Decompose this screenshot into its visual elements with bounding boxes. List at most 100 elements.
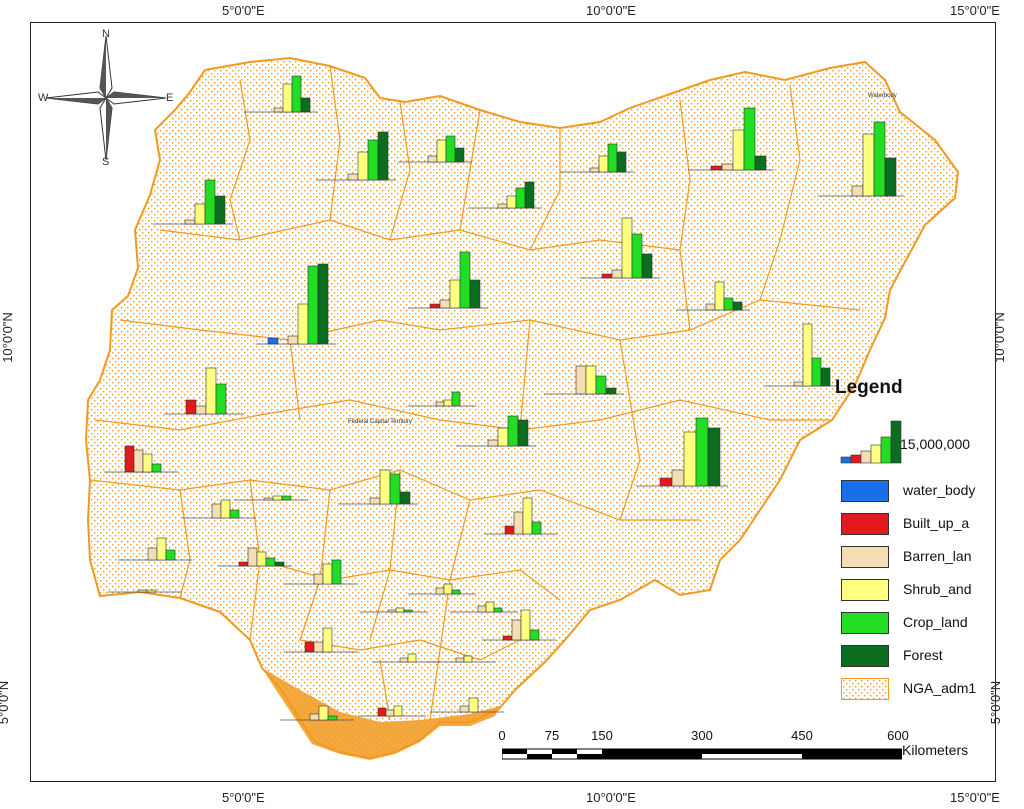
chart-bar: [671, 469, 685, 487]
chart-bar: [707, 427, 721, 487]
chart-bar: [263, 497, 274, 501]
map-label-waterbody: Waterbody: [868, 93, 897, 99]
chart-bar: [811, 357, 822, 387]
state-land-use-chart: [360, 607, 428, 613]
chart-bar: [884, 157, 897, 197]
legend-swatch: [841, 678, 889, 700]
legend: Legend water_body Built_up_a Barren_lan …: [835, 375, 1005, 720]
legend-total-value: 15,000,000: [900, 436, 971, 452]
coastline-delta: [262, 668, 500, 760]
chart-bar: [439, 299, 451, 309]
chart-bar: [497, 427, 509, 447]
chart-bar: [601, 273, 613, 279]
legend-swatch: [841, 645, 889, 667]
chart-bar: [194, 203, 206, 225]
chart-bar: [318, 705, 329, 721]
graticule-top-15e: 15°0'0"E: [950, 3, 1000, 18]
chart-bar: [327, 715, 338, 721]
chart-bar: [291, 75, 302, 113]
chart-bar: [147, 547, 158, 561]
legend-label: Built_up_a: [903, 515, 970, 531]
legend-swatch: [841, 513, 889, 535]
chart-bar: [820, 367, 831, 387]
legend-swatch: [841, 612, 889, 634]
chart-bar: [403, 609, 413, 613]
scale-tick-label: 600: [887, 728, 909, 743]
chart-bar: [211, 503, 222, 519]
chart-bar: [502, 635, 513, 641]
legend-item-crop: Crop_land: [841, 611, 1001, 635]
chart-bar: [851, 185, 864, 197]
chart-bar: [427, 155, 438, 163]
chart-bar: [732, 301, 743, 311]
chart-bar: [435, 587, 445, 595]
chart-bar: [297, 303, 309, 345]
legend-label: Shrub_and: [903, 581, 972, 597]
chart-bar: [605, 387, 617, 395]
state-land-use-chart: [182, 499, 256, 519]
state-land-use-chart: [108, 589, 182, 593]
graticule-bottom-15e: 15°0'0"E: [950, 790, 1000, 805]
chart-bar: [507, 415, 519, 447]
chart-bar: [331, 559, 342, 585]
chart-bar: [455, 657, 465, 663]
legend-item-built-up: Built_up_a: [841, 512, 1001, 536]
chart-bar: [524, 181, 535, 209]
state-land-use-chart: [280, 705, 354, 721]
chart-bar: [598, 155, 609, 173]
chart-bar: [142, 453, 153, 473]
state-land-use-chart: [764, 323, 838, 387]
legend-swatch: [841, 579, 889, 601]
chart-bar: [436, 139, 447, 163]
chart-bar: [124, 445, 135, 473]
chart-bar: [395, 607, 405, 613]
chart-bar: [575, 365, 587, 395]
chart-bar: [389, 473, 401, 505]
chart-bar: [513, 511, 524, 535]
chart-bar: [347, 173, 359, 181]
chart-bar: [393, 705, 403, 717]
chart-bar: [322, 627, 333, 653]
graticule-top-5e: 5°0'0"E: [222, 3, 265, 18]
scale-bar-graphic: [502, 748, 902, 760]
chart-bar: [357, 151, 369, 181]
state-land-use-chart: [408, 251, 488, 309]
state-land-use-chart: [164, 367, 244, 415]
chart-bar: [133, 449, 144, 473]
state-land-use-chart: [580, 217, 660, 279]
chart-bar: [793, 381, 804, 387]
state-land-use-chart: [428, 655, 496, 663]
chart-bar: [313, 573, 324, 585]
chart-bar: [589, 167, 600, 173]
chart-bar: [267, 337, 279, 345]
legend-title: Legend: [835, 377, 903, 398]
chart-bar: [300, 97, 311, 113]
chart-bar: [272, 495, 283, 501]
chart-bar: [616, 151, 627, 173]
chart-bar: [165, 549, 176, 561]
state-land-use-chart: [398, 135, 472, 163]
chart-bar: [754, 155, 767, 171]
legend-label: Barren_lan: [903, 548, 972, 564]
scale-tick-label: 450: [791, 728, 813, 743]
scale-tick-label: 0: [498, 728, 506, 743]
state-land-use-chart: [358, 705, 426, 717]
state-land-use-chart: [430, 697, 504, 713]
chart-bar: [399, 491, 411, 505]
chart-bar: [714, 281, 725, 311]
chart-bar: [451, 589, 461, 595]
chart-bar: [683, 431, 697, 487]
map-label-fct: Federal Capital Territory: [348, 419, 412, 425]
west-label: W: [38, 92, 49, 104]
chart-bar: [322, 563, 333, 585]
chart-bar: [215, 383, 227, 415]
chart-bar: [477, 605, 487, 613]
chart-bar: [443, 583, 453, 595]
chart-bar: [313, 641, 324, 653]
chart-bar: [695, 417, 709, 487]
chart-bar: [195, 405, 207, 415]
chart-bar: [377, 707, 387, 717]
north-label: N: [102, 28, 110, 40]
state-land-use-chart: [676, 281, 750, 311]
chart-bar: [459, 251, 471, 309]
